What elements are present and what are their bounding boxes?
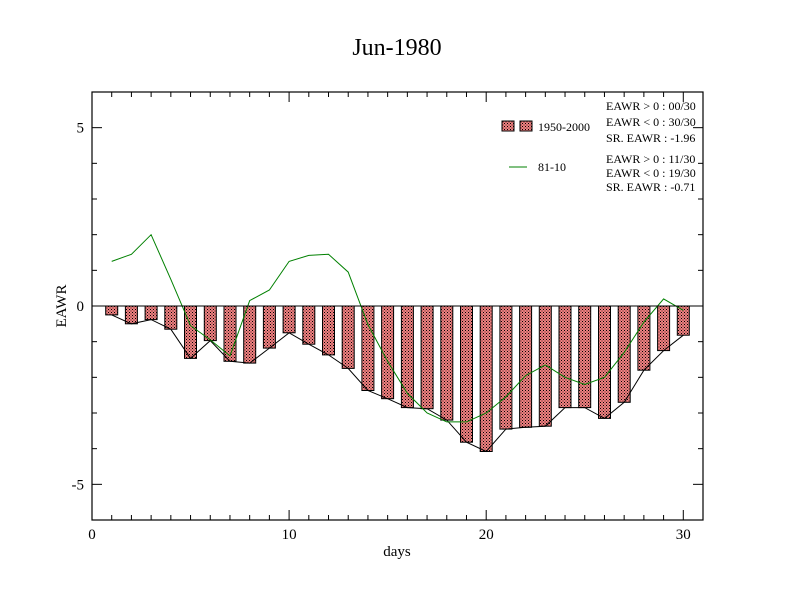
bar-day-17 bbox=[420, 305, 434, 410]
bar-day-4 bbox=[164, 305, 178, 330]
x-axis-label: days bbox=[383, 544, 411, 560]
stat-1950-negative: EAWR < 0 : 30/30 bbox=[606, 115, 696, 129]
bar-day-13 bbox=[341, 305, 355, 369]
bar-day-26 bbox=[598, 305, 611, 419]
legend-bar-swatch-a bbox=[501, 120, 515, 132]
bar-day-8 bbox=[243, 305, 257, 364]
bar-day-24 bbox=[558, 305, 572, 409]
y-tick-label: 0 bbox=[77, 299, 85, 315]
stats-block: EAWR > 0 : 00/30 EAWR < 0 : 30/30 SR. EA… bbox=[606, 99, 696, 194]
bar-day-18 bbox=[440, 305, 454, 421]
legend: 1950-2000 81-10 bbox=[501, 120, 590, 174]
bar-day-22 bbox=[519, 305, 533, 428]
y-tick-label: -5 bbox=[72, 477, 85, 493]
bar-day-20 bbox=[479, 305, 493, 452]
bar-day-3 bbox=[144, 305, 158, 321]
bar-day-14 bbox=[361, 305, 375, 391]
stat-1950-sr: SR. EAWR : -1.96 bbox=[606, 131, 695, 145]
y-tick-label: 5 bbox=[77, 121, 85, 137]
bar-day-9 bbox=[262, 305, 276, 349]
bar-day-16 bbox=[400, 305, 414, 409]
bar-day-10 bbox=[282, 305, 296, 334]
bar-day-29 bbox=[657, 305, 671, 352]
axes-layer: 0 10 20 30 -5 0 5 bbox=[72, 92, 703, 543]
bar-day-6 bbox=[203, 305, 217, 342]
stat-1950-positive: EAWR > 0 : 00/30 bbox=[606, 99, 696, 113]
bar-day-2 bbox=[124, 305, 138, 325]
chart-title: Jun-1980 bbox=[352, 35, 441, 61]
bar-day-11 bbox=[302, 305, 316, 345]
bar-day-5 bbox=[184, 305, 197, 359]
y-axis-label: EAWR bbox=[54, 285, 70, 328]
stat-81-10-negative: EAWR < 0 : 19/30 bbox=[606, 166, 696, 180]
legend-label-1950-2000: 1950-2000 bbox=[538, 120, 590, 134]
x-tick-label: 10 bbox=[282, 527, 297, 543]
bar-day-1 bbox=[105, 305, 119, 316]
bar-day-28 bbox=[637, 305, 651, 371]
bar-day-21 bbox=[499, 305, 513, 430]
bar-day-30 bbox=[676, 305, 690, 336]
x-tick-label: 30 bbox=[676, 527, 691, 543]
lines-layer bbox=[111, 233, 684, 453]
bar-day-23 bbox=[538, 305, 552, 427]
bar-day-12 bbox=[322, 305, 335, 356]
x-tick-label: 0 bbox=[88, 527, 96, 543]
bar-day-25 bbox=[578, 305, 592, 409]
legend-bar-swatch-b bbox=[519, 120, 533, 132]
bar-day-15 bbox=[381, 305, 395, 400]
series-line-81-10 bbox=[111, 233, 684, 423]
stat-81-10-positive: EAWR > 0 : 11/30 bbox=[606, 152, 695, 166]
stat-81-10-sr: SR. EAWR : -0.71 bbox=[606, 180, 695, 194]
bar-day-27 bbox=[617, 305, 631, 403]
bar-tip-outline bbox=[111, 314, 684, 453]
legend-label-81-10: 81-10 bbox=[538, 160, 566, 174]
x-tick-label: 20 bbox=[479, 527, 494, 543]
